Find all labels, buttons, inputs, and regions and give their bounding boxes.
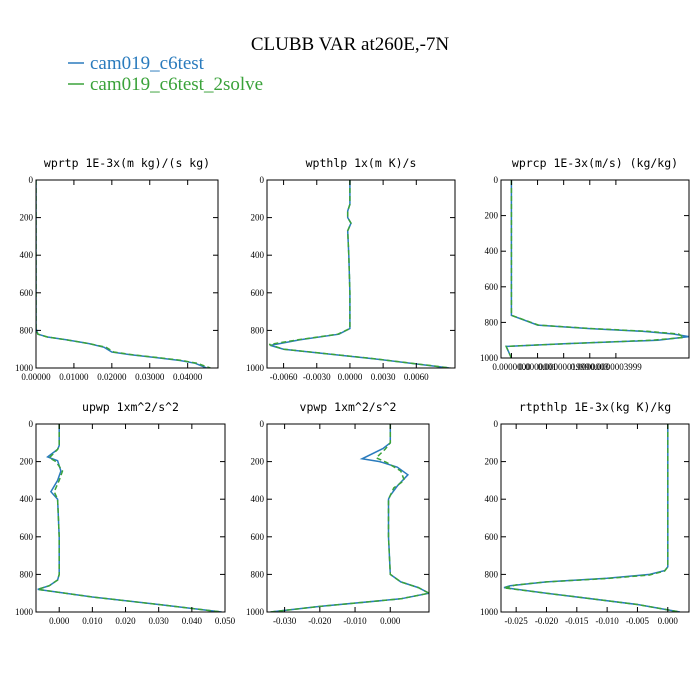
x-tick-label: -0.020 <box>308 616 332 626</box>
x-tick-label: 0.000 <box>658 616 679 626</box>
x-tick-label: 0.0060 <box>404 372 429 382</box>
y-tick-label: 0 <box>494 419 499 429</box>
y-tick-label: 0 <box>29 419 34 429</box>
y-tick-label: 400 <box>485 246 499 256</box>
y-tick-label: 200 <box>251 457 265 467</box>
y-tick-label: 800 <box>251 325 265 335</box>
series-line-2 <box>36 180 211 368</box>
panel-3: wprcp 1E-3x(m/s) (kg/kg) 0 200 400 600 800 100… <box>480 156 690 372</box>
y-tick-label: 600 <box>251 288 265 298</box>
x-tick-label: 0.02000 <box>97 372 127 382</box>
x-tick-label: -0.0060 <box>270 372 298 382</box>
x-tick-label: 0.00000 <box>21 372 51 382</box>
panel-title: upwp 1xm^2/s^2 <box>82 400 179 414</box>
x-tick-label: 0.0030 <box>371 372 396 382</box>
panel-1: wprtp 1E-3x(m kg)/(s kg) 0 200 400 600 800 100… <box>15 156 219 382</box>
y-tick-label: 200 <box>485 457 499 467</box>
series-line-1 <box>37 424 222 612</box>
x-tick-label: -0.010 <box>343 616 367 626</box>
y-tick-label: 400 <box>485 494 499 504</box>
x-tick-label: 0.020 <box>115 616 136 626</box>
y-tick-label: 400 <box>20 494 34 504</box>
y-tick-label: 800 <box>20 569 34 579</box>
x-tick-label: 0.000 <box>49 616 70 626</box>
y-tick-label: 800 <box>251 569 265 579</box>
panel-title: wpthlp 1x(m K)/s <box>306 156 417 170</box>
plot-frame <box>500 423 690 613</box>
y-tick-label: 600 <box>485 532 499 542</box>
x-tick-label: 0.030 <box>149 616 170 626</box>
y-tick-label: 1000 <box>15 363 34 373</box>
y-tick-label: 600 <box>20 532 34 542</box>
panel-title: rtpthlp 1E-3x(kg K)/kg <box>519 400 671 414</box>
y-tick-label: 1000 <box>246 363 265 373</box>
x-tick-label: 0.0000001999 <box>538 362 590 372</box>
y-tick-label: 600 <box>20 288 34 298</box>
x-tick-label: 0.000 <box>380 616 401 626</box>
y-tick-label: 800 <box>20 325 34 335</box>
plot-frame <box>35 423 226 613</box>
y-tick-label: 1000 <box>480 353 499 363</box>
panel-title: wprtp 1E-3x(m kg)/(s kg) <box>44 156 210 170</box>
legend-label-series2: cam019_c6test_2solve <box>90 74 263 95</box>
y-tick-label: 600 <box>251 532 265 542</box>
x-tick-label: 0.04000 <box>173 372 203 382</box>
y-tick-label: 400 <box>251 494 265 504</box>
x-tick-label: -0.030 <box>273 616 297 626</box>
plot-frame <box>500 179 690 359</box>
x-tick-label: -0.0030 <box>303 372 331 382</box>
x-tick-label: 0.0000000 <box>492 362 531 372</box>
x-tick-label: 0.0000001 <box>518 362 556 372</box>
x-tick-label: 0.03000 <box>135 372 165 382</box>
x-tick-label: -0.005 <box>626 616 650 626</box>
y-tick-label: 1000 <box>480 607 499 617</box>
panel-title: vpwp 1xm^2/s^2 <box>300 400 397 414</box>
figure-title: CLUBB VAR at260E,-7N <box>251 34 450 55</box>
x-tick-label: -0.010 <box>596 616 620 626</box>
legend-label-series1: cam019_c6test <box>90 53 205 74</box>
y-tick-label: 600 <box>485 282 499 292</box>
y-tick-label: 0 <box>260 419 265 429</box>
x-tick-label: 0.050 <box>215 616 236 626</box>
x-tick-label: -0.025 <box>505 616 529 626</box>
y-tick-label: 0 <box>260 175 265 185</box>
y-tick-label: 1000 <box>15 607 34 617</box>
series-line-2 <box>505 180 686 358</box>
panel-2: wpthlp 1x(m K)/s 0 200 400 600 800 1000 -0.0060… <box>246 156 456 382</box>
y-tick-label: 0 <box>494 175 499 185</box>
y-tick-label: 800 <box>485 317 499 327</box>
x-tick-label: 0.010 <box>82 616 103 626</box>
y-tick-label: 200 <box>20 457 34 467</box>
series-line-2 <box>268 180 451 368</box>
y-tick-label: 200 <box>485 211 499 221</box>
panel-4: upwp 1xm^2/s^2 0 200 400 600 800 1000 0.000 0.01… <box>15 400 236 626</box>
x-tick-label: 0.0000003 <box>571 362 610 372</box>
series-line-2 <box>270 424 429 612</box>
x-tick-label: 0.040 <box>182 616 203 626</box>
plot-frame <box>266 179 456 369</box>
panel-5: vpwp 1xm^2/s^2 0 200 400 600 800 1000 -0.030 -0.… <box>246 400 430 626</box>
y-tick-label: 0 <box>29 175 34 185</box>
x-tick-label: -0.015 <box>565 616 589 626</box>
x-tick-label: -0.020 <box>535 616 559 626</box>
y-tick-label: 200 <box>20 213 34 223</box>
x-tick-label: 0.0000 <box>338 372 363 382</box>
legend: cam019_c6test cam019_c6test_2solve <box>68 53 263 95</box>
y-tick-label: 200 <box>251 213 265 223</box>
series-line-2 <box>503 424 681 612</box>
x-tick-label: 0.01000 <box>59 372 89 382</box>
plot-frame <box>35 179 219 369</box>
x-tick-label: 0.0000003999 <box>590 362 642 372</box>
y-tick-label: 400 <box>20 250 34 260</box>
y-tick-label: 1000 <box>246 607 265 617</box>
series-line-1 <box>505 180 689 358</box>
y-tick-label: 400 <box>251 250 265 260</box>
panel-6: rtpthlp 1E-3x(kg K)/kg02004006008001000-… <box>480 400 690 626</box>
panel-title: wprcp 1E-3x(m/s) (kg/kg) <box>512 156 678 170</box>
y-tick-label: 800 <box>485 569 499 579</box>
plot-frame <box>266 423 430 613</box>
series-line-2 <box>37 424 222 612</box>
panels: wprtp 1E-3x(m kg)/(s kg) 0 200 400 600 800 100… <box>15 156 690 626</box>
